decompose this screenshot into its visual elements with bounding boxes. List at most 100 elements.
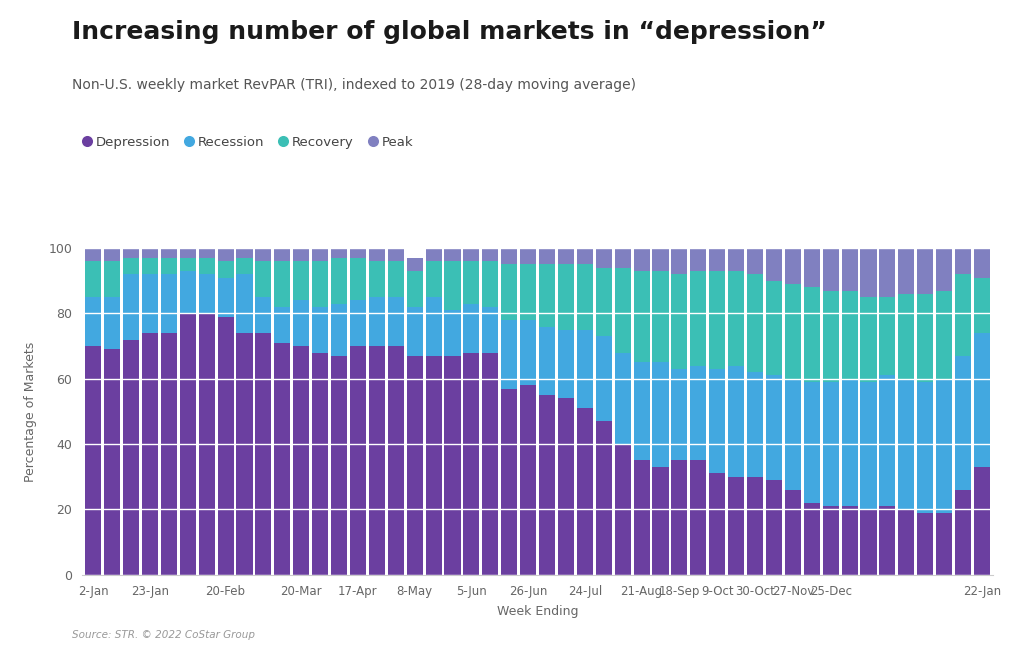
Bar xyxy=(710,248,725,271)
Bar xyxy=(596,268,611,336)
Text: Increasing number of global markets in “depression”: Increasing number of global markets in “… xyxy=(72,20,826,44)
Bar xyxy=(672,369,687,460)
Bar xyxy=(634,460,649,575)
Bar xyxy=(85,297,101,346)
Bar xyxy=(255,248,271,261)
Bar xyxy=(766,480,782,575)
Bar xyxy=(672,460,687,575)
Bar xyxy=(274,248,291,261)
Bar xyxy=(842,248,858,291)
Bar xyxy=(860,297,877,382)
Bar xyxy=(766,248,782,281)
Bar xyxy=(880,506,895,575)
Bar xyxy=(464,353,479,575)
Bar xyxy=(955,274,971,356)
Bar xyxy=(898,294,914,379)
Bar xyxy=(180,248,196,258)
Bar xyxy=(255,333,271,575)
Bar xyxy=(501,389,517,575)
Bar xyxy=(728,477,744,575)
Bar xyxy=(936,248,952,291)
Bar xyxy=(199,258,215,274)
Bar xyxy=(331,248,347,258)
Bar xyxy=(652,248,669,271)
Bar xyxy=(482,353,499,575)
Bar xyxy=(520,248,537,264)
Bar xyxy=(161,258,177,274)
Bar xyxy=(880,248,895,297)
Bar xyxy=(822,506,839,575)
Bar xyxy=(842,291,858,379)
Bar xyxy=(936,513,952,575)
Bar xyxy=(217,278,233,317)
Bar xyxy=(369,297,385,346)
Bar xyxy=(426,297,441,356)
Bar xyxy=(804,287,820,382)
Bar xyxy=(426,356,441,575)
Bar xyxy=(974,278,990,333)
Bar xyxy=(672,248,687,274)
Bar xyxy=(482,261,499,307)
Bar xyxy=(274,307,291,343)
Bar xyxy=(614,268,631,353)
Bar xyxy=(539,264,555,326)
Bar xyxy=(426,261,441,297)
Bar xyxy=(955,248,971,274)
Bar xyxy=(85,248,101,261)
Bar xyxy=(350,258,366,300)
Y-axis label: Percentage of Markets: Percentage of Markets xyxy=(25,342,37,481)
Bar xyxy=(444,248,461,261)
Bar xyxy=(634,271,649,362)
Bar xyxy=(293,248,309,261)
Bar xyxy=(822,248,839,291)
Bar xyxy=(482,307,499,353)
Bar xyxy=(369,248,385,261)
Bar xyxy=(85,261,101,297)
Bar xyxy=(918,248,933,294)
Bar xyxy=(652,271,669,362)
Bar xyxy=(860,382,877,509)
Bar xyxy=(388,261,403,297)
Bar xyxy=(501,248,517,264)
Bar xyxy=(331,304,347,356)
Bar xyxy=(784,284,801,379)
Bar xyxy=(180,313,196,575)
Bar xyxy=(407,258,423,271)
Bar xyxy=(596,248,611,268)
Bar xyxy=(520,385,537,575)
Bar xyxy=(142,258,158,274)
Bar xyxy=(558,330,574,398)
Bar xyxy=(255,261,271,297)
Bar xyxy=(634,362,649,460)
Bar xyxy=(444,356,461,575)
Bar xyxy=(577,248,593,264)
Bar xyxy=(614,248,631,268)
Bar xyxy=(558,398,574,575)
Bar xyxy=(955,356,971,490)
Bar xyxy=(974,248,990,278)
Bar xyxy=(652,467,669,575)
Bar xyxy=(293,300,309,346)
Bar xyxy=(690,271,707,366)
Bar xyxy=(918,513,933,575)
Bar xyxy=(237,248,253,258)
Bar xyxy=(501,320,517,389)
Bar xyxy=(312,261,329,307)
Bar xyxy=(577,408,593,575)
Bar xyxy=(237,333,253,575)
Bar xyxy=(274,343,291,575)
Bar xyxy=(104,349,120,575)
Bar xyxy=(407,271,423,307)
Bar xyxy=(388,297,403,346)
Bar xyxy=(710,369,725,473)
Bar xyxy=(690,460,707,575)
Bar xyxy=(784,248,801,284)
Bar xyxy=(237,274,253,333)
Bar xyxy=(918,294,933,382)
Bar xyxy=(293,346,309,575)
Bar xyxy=(350,346,366,575)
Bar xyxy=(955,490,971,575)
Bar xyxy=(255,297,271,333)
Bar xyxy=(974,333,990,467)
Bar xyxy=(161,274,177,333)
